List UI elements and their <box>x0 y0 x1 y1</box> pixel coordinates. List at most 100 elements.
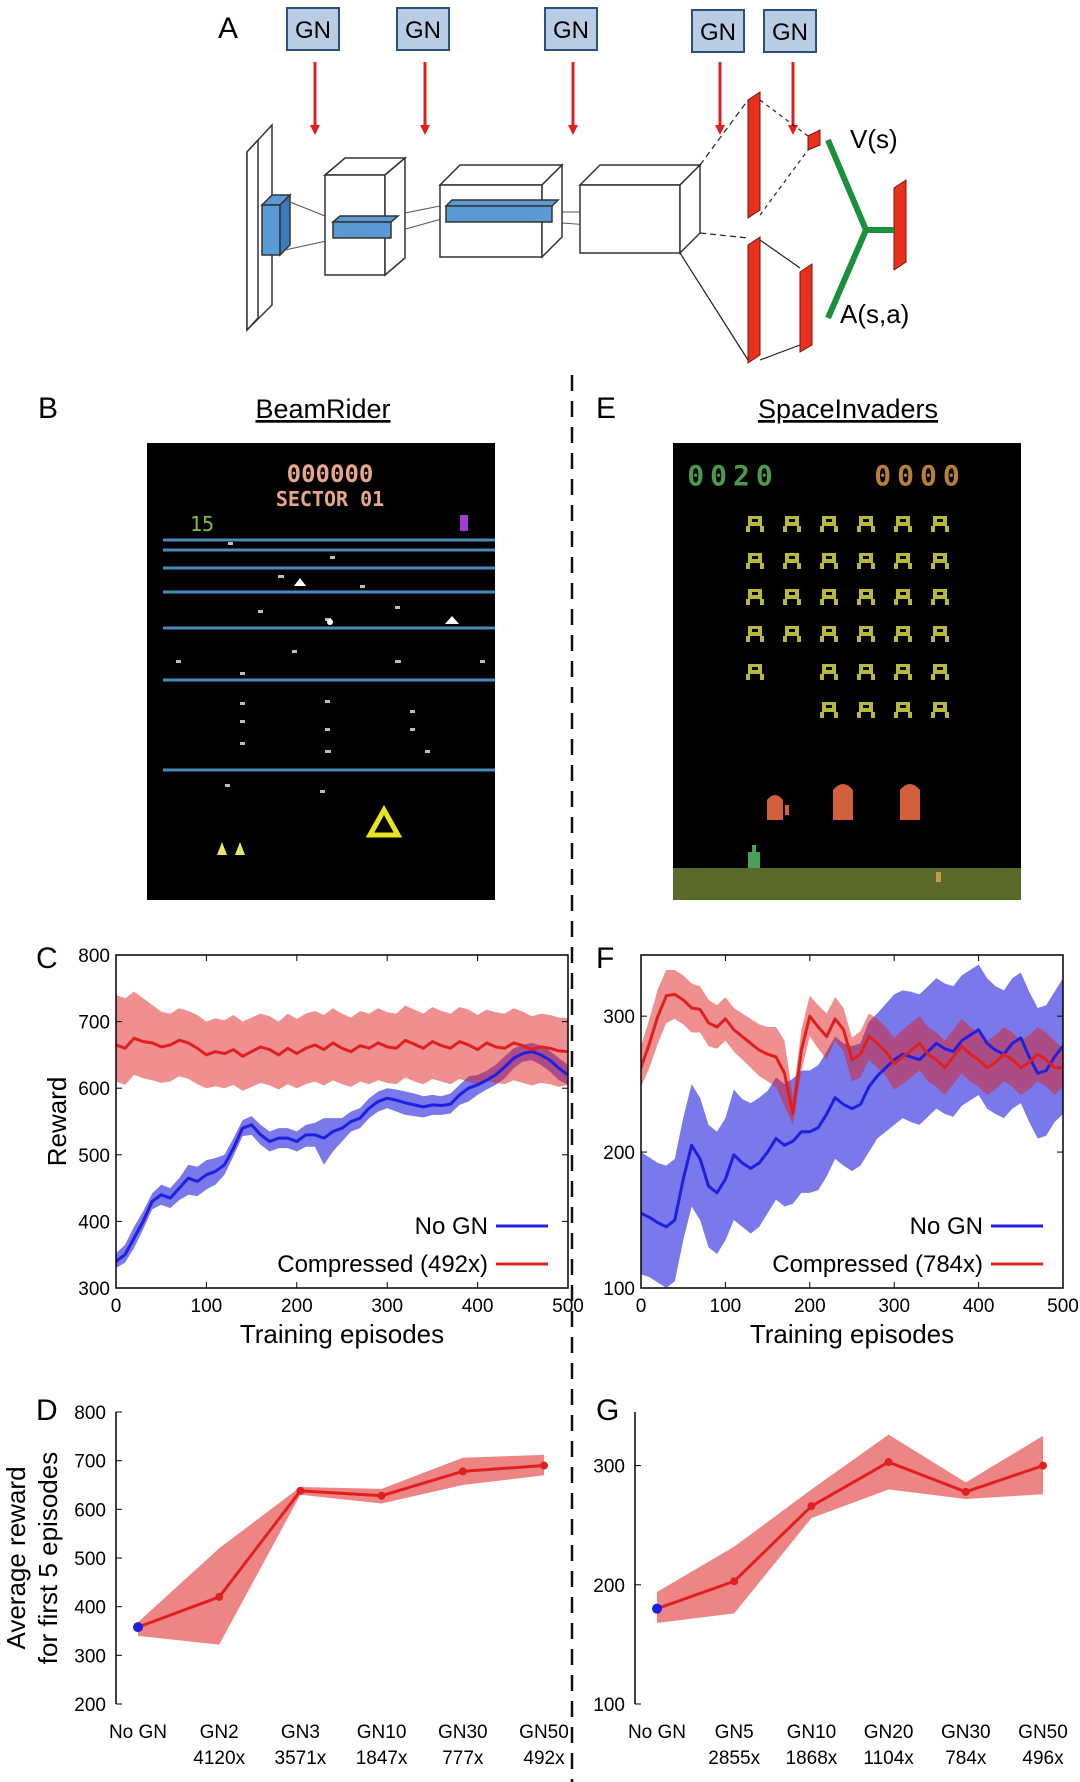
x-category-label: GN10 <box>787 1722 837 1743</box>
invader-eye <box>937 592 943 595</box>
invader-leg <box>783 599 787 605</box>
legend-label-compressed: Compressed (492x) <box>277 1251 488 1278</box>
legend-label-no-gn: No GN <box>910 1213 983 1240</box>
plot-area <box>641 964 1063 1288</box>
y-tick-label: 800 <box>78 946 110 967</box>
beamrider-lives-icons <box>217 842 245 855</box>
invader-eye <box>863 592 869 595</box>
series-line-compressed <box>656 1460 1044 1611</box>
spaceinvaders-score-p1: 0020 <box>687 459 778 492</box>
series-line-no-gn <box>116 1050 568 1263</box>
conv-block-1 <box>322 156 408 277</box>
invader-leg <box>908 599 912 605</box>
invader-leg <box>871 526 875 532</box>
invader-leg <box>760 599 764 605</box>
y-axis-label: for first 5 episodes <box>33 1452 63 1664</box>
series-line-compressed <box>116 1036 568 1058</box>
x-category-compression: 496x <box>1022 1748 1064 1769</box>
x-category-label: GN20 <box>864 1722 914 1743</box>
x-category-label: GN3 <box>281 1722 320 1743</box>
invader-sprite <box>931 626 949 642</box>
x-tick-label: 400 <box>462 1296 494 1317</box>
x-tick-label: 200 <box>794 1296 826 1317</box>
invader-sprite <box>857 589 875 605</box>
invader-eye <box>863 705 869 708</box>
invader-leg <box>834 599 838 605</box>
invader-leg <box>945 674 949 680</box>
x-tick-label: 500 <box>552 1296 584 1317</box>
x-tick-label: 200 <box>281 1296 313 1317</box>
x-category-compression: 1868x <box>786 1748 838 1769</box>
beamrider-beams <box>163 538 495 772</box>
invader-eye <box>937 519 943 522</box>
spaceinvaders-score-p2: 0000 <box>874 459 965 492</box>
invader-eye <box>863 667 869 670</box>
legend-label-no-gn: No GN <box>415 1213 488 1240</box>
x-category-label: GN5 <box>715 1722 754 1743</box>
invader-leg <box>820 563 824 569</box>
invader-leg <box>746 526 750 532</box>
y-tick-label: 300 <box>593 1457 625 1478</box>
invader-leg <box>797 563 801 569</box>
invader-sprite <box>894 553 912 569</box>
invader-leg <box>746 599 750 605</box>
invader-leg <box>945 636 949 642</box>
invader-leg <box>931 563 935 569</box>
beamrider-enemies-left: 15 <box>190 512 214 536</box>
invader-leg <box>908 712 912 718</box>
y-tick-label: 400 <box>74 1598 106 1619</box>
beamrider-score: 000000 <box>287 460 374 488</box>
invader-sprite <box>783 553 801 569</box>
invader-leg <box>797 599 801 605</box>
conv-block-3 <box>578 163 702 255</box>
invader-leg <box>931 636 935 642</box>
invader-leg <box>760 563 764 569</box>
invader-eye <box>937 667 943 670</box>
invader-leg <box>857 526 861 532</box>
invader-eye <box>826 592 832 595</box>
invader-eye <box>863 519 869 522</box>
invader-sprite <box>931 664 949 680</box>
invader-eye <box>900 519 906 522</box>
invader-leg <box>871 712 875 718</box>
series-band-compressed <box>116 991 568 1091</box>
panel-letter-g: G <box>596 1394 619 1427</box>
fc-connections <box>679 99 809 361</box>
x-category-label: GN30 <box>438 1722 488 1743</box>
invader-eye <box>900 629 906 632</box>
gn-box-4: GN <box>691 9 745 53</box>
y-tick-label: 500 <box>74 1549 106 1570</box>
beamrider-debris <box>176 542 485 793</box>
invader-sprite <box>746 553 764 569</box>
invader-sprite <box>931 553 949 569</box>
y-tick-label: 200 <box>74 1695 106 1716</box>
beamrider-player-ship <box>365 804 403 838</box>
data-point <box>807 1502 816 1511</box>
x-tick-label: 0 <box>636 1296 647 1317</box>
advantage-stream-label: A(s,a) <box>840 299 909 329</box>
invader-sprite <box>931 589 949 605</box>
y-tick-label: 500 <box>78 1146 110 1167</box>
invader-leg <box>834 674 838 680</box>
x-category-label: No GN <box>628 1722 686 1743</box>
invader-eye <box>900 556 906 559</box>
data-point <box>377 1491 386 1500</box>
panel-letter-b: B <box>38 392 58 425</box>
invader-sprite <box>783 626 801 642</box>
invader-leg <box>871 674 875 680</box>
invader-leg <box>746 674 750 680</box>
series-line-compressed <box>137 1464 545 1629</box>
invader-sprite <box>820 589 838 605</box>
gn-box-1: GN <box>286 7 340 51</box>
spaceinvaders-player-cannon <box>748 845 760 870</box>
spaceinvaders-ground <box>673 868 1021 900</box>
y-tick-label: 400 <box>78 1212 110 1233</box>
legend-label-compressed: Compressed (784x) <box>772 1251 983 1278</box>
invader-leg <box>820 599 824 605</box>
invader-leg <box>857 599 861 605</box>
invader-leg <box>945 599 949 605</box>
invader-sprite <box>894 664 912 680</box>
x-tick-label: 100 <box>191 1296 223 1317</box>
data-point <box>458 1467 467 1476</box>
